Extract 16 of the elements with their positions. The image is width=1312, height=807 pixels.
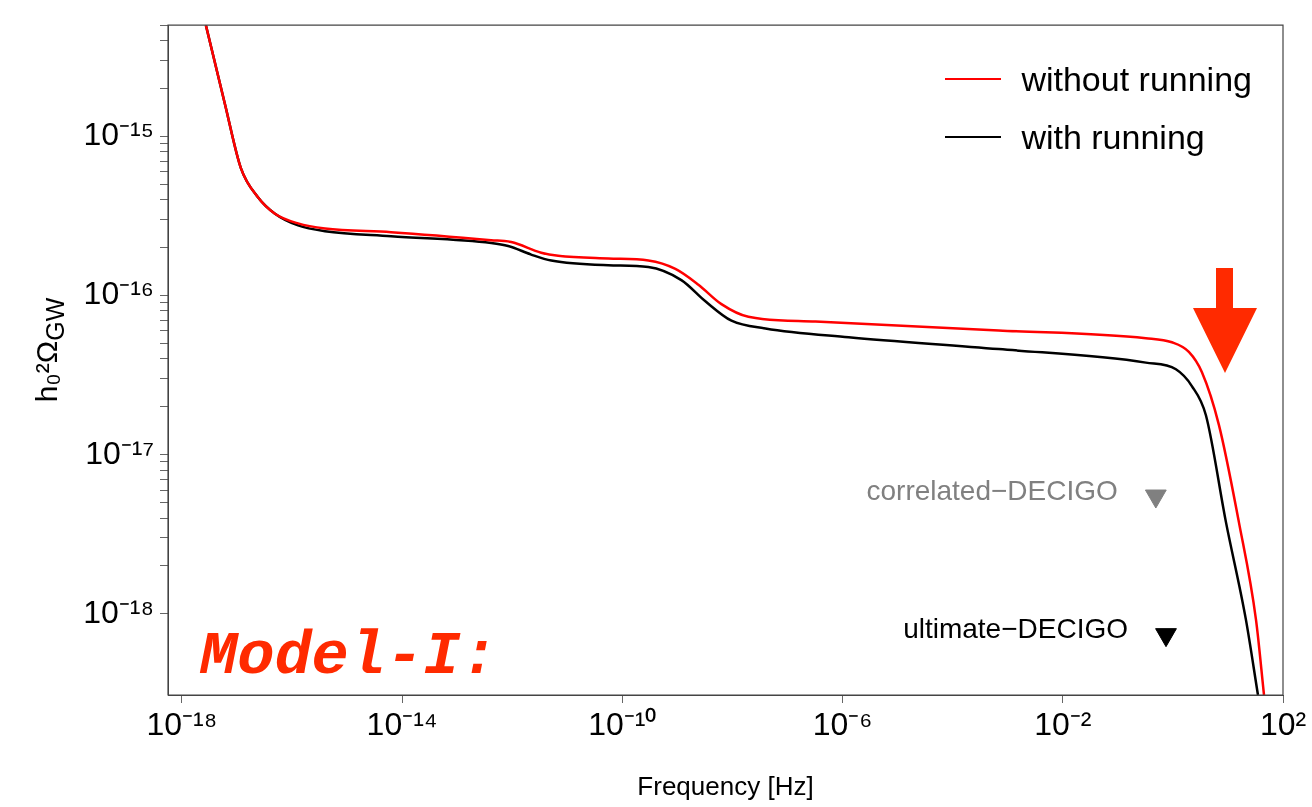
y-tick-label: 10⁻¹⁶ [83,275,154,312]
x-tick-label: 10² [1259,706,1307,743]
x-tick-label: 10⁻¹⁰ [588,706,657,743]
x-axis-title: Frequency [Hz] [637,770,814,801]
legend-label: with running [1021,117,1205,157]
x-tick-label: 10⁻⁶ [812,706,873,743]
x-tick-label: 10⁻¹⁴ [366,706,438,743]
series-label: ultimate−DECIGO [903,613,1129,645]
annotation: Model-I: [199,621,498,692]
y-tick-label: 10⁻¹⁵ [83,116,154,153]
y-tick-label: 10⁻¹⁸ [83,593,154,630]
series-label: correlated−DECIGO [866,474,1118,506]
x-tick-label: 10⁻¹⁸ [146,706,218,743]
y-tick-label: 10⁻¹⁷ [85,434,154,471]
legend-label: without running [1021,59,1252,99]
x-tick-label: 10⁻² [1034,706,1092,743]
